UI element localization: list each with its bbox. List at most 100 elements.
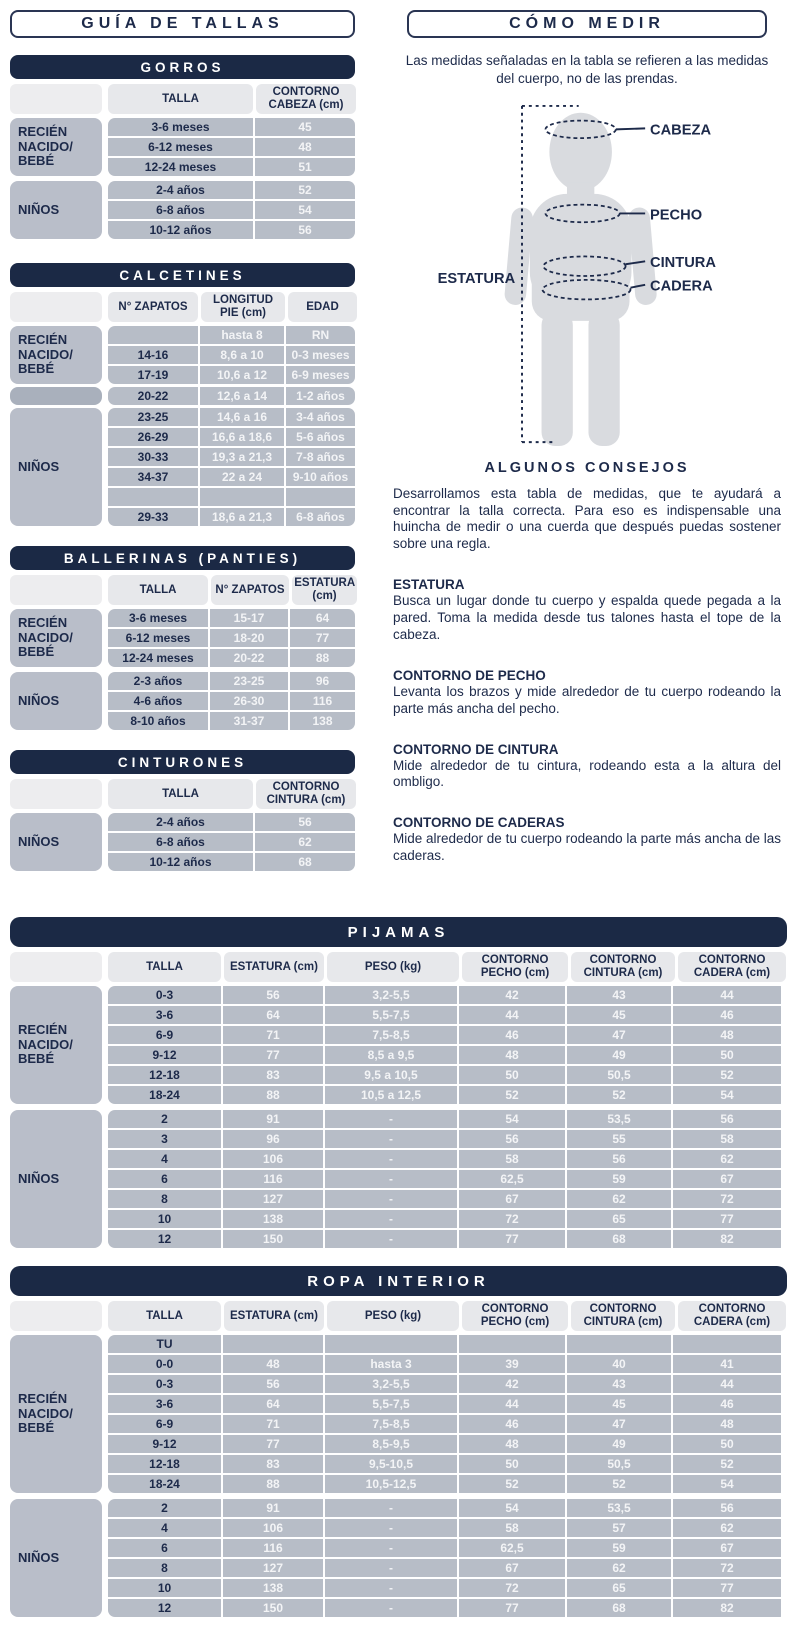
column-header: CONTORNO CINTURA (cm) (571, 952, 675, 982)
advice-body: Mide alrededor de tu cuerpo rodeando la … (393, 831, 781, 864)
table-cell: 49 (567, 1046, 671, 1064)
table-ballerinas: BALLERINAS (PANTIES) TALLA N° ZAPATOS ESTAT… (10, 546, 357, 730)
section-header-ropa-interior: ROPA INTERIOR (10, 1266, 787, 1296)
table-cell: 47 (567, 1415, 671, 1433)
table-cell: 72 (673, 1190, 781, 1208)
header-grid: TALLA ESTATURA (cm) PESO (kg) CONTORNO PECH… (108, 1301, 787, 1331)
table-cell: 65 (567, 1579, 671, 1597)
column-header: CONTORNO CADERA (cm) (678, 1301, 786, 1331)
table-cell (459, 1335, 565, 1353)
table-cell: 48 (673, 1026, 781, 1044)
table-cell (673, 1335, 781, 1353)
table-cell: 9,5 a 10,5 (325, 1066, 457, 1084)
table-cell: 6 (108, 1170, 221, 1188)
column-header: ESTATURA (cm) (224, 952, 324, 982)
table-cell: 0-3 (108, 986, 221, 1004)
table-cell: 18-24 (108, 1475, 221, 1493)
row-group-rows: 3-6 meses 45 6-12 meses 48 12-24 meses 51 (108, 118, 355, 176)
row-group-rows: TU 0-0 48 hasta 3 39 40 41 0-3 56 3,2-5,5 42 43 44 3-… (108, 1335, 787, 1493)
table-cell: 6-8 años (108, 833, 253, 851)
table-cell: 8,6 a 10 (200, 346, 284, 364)
table-cell: 12-18 (108, 1066, 221, 1084)
big-tables-mount: PIJAMAS TALLA ESTATURA (cm) PESO (kg) CONTOR… (10, 917, 787, 1617)
table-header-row: TALLA ESTATURA (cm) PESO (kg) CONTORNO PECH… (10, 952, 787, 982)
table-cell: 0-3 (108, 1375, 221, 1393)
table-cell: 0-3 meses (286, 346, 355, 364)
table-cell: 39 (459, 1355, 565, 1373)
table-cell: 44 (673, 986, 781, 1004)
table-cell: 71 (223, 1026, 323, 1044)
table-cell: 46 (673, 1395, 781, 1413)
table-cell: 18-20 (210, 629, 288, 647)
row-group: RECIÉN NACIDO/ BEBÉ hasta 8 RN 14-16 8,6 a 1… (10, 326, 355, 384)
table-cell: 31-37 (210, 712, 288, 730)
row-group-label: RECIÉN NACIDO/ BEBÉ (10, 118, 102, 176)
table-cell: 12-18 (108, 1455, 221, 1473)
row-group-label: NIÑOS (10, 672, 102, 730)
top-section: GUÍA DE TALLAS GORROS TALLA CONTORNO CABEZ… (10, 10, 790, 905)
table-cell: 50 (673, 1046, 781, 1064)
table-cell: 42 (459, 986, 565, 1004)
column-header: CONTORNO CABEZA (cm) (256, 84, 356, 114)
table-cell: 51 (255, 158, 355, 176)
table-cell: 62,5 (459, 1539, 565, 1557)
table-cell: 4 (108, 1150, 221, 1168)
row-group-label: RECIÉN NACIDO/ BEBÉ (10, 986, 102, 1104)
table-cell: 8-10 años (108, 712, 208, 730)
table-cell: 0-0 (108, 1355, 221, 1373)
table-cell: 2-4 años (108, 813, 253, 831)
table-pijamas: PIJAMAS TALLA ESTATURA (cm) PESO (kg) CONTOR… (10, 917, 787, 1248)
table-cell: 138 (223, 1579, 323, 1597)
table-cell: 2-3 años (108, 672, 208, 690)
table-ropa-interior: ROPA INTERIOR TALLA ESTATURA (cm) PESO (kg)… (10, 1266, 787, 1617)
advice-section-estatura: ESTATURA Busca un lugar donde tu cuerpo … (393, 577, 781, 644)
column-header: TALLA (108, 84, 253, 114)
small-tables-mount: GORROS TALLA CONTORNO CABEZA (cm) RECIÉN NA… (10, 55, 357, 871)
table-cell: - (325, 1130, 457, 1148)
table-cell: 2-4 años (108, 181, 253, 199)
table-cell: 9,5-10,5 (325, 1455, 457, 1473)
table-cell: 59 (567, 1539, 671, 1557)
row-group-rows: 2 91-54 53,5 56 4 106-58 57 62 6 116-62,5 59 67 8 127… (108, 1499, 787, 1617)
table-cell: 77 (290, 629, 355, 647)
table-cell: 54 (673, 1475, 781, 1493)
column-header: TALLA (108, 1301, 221, 1331)
table-cell: 62 (673, 1150, 781, 1168)
table-cell: 88 (223, 1475, 323, 1493)
table-cell: 9-12 (108, 1435, 221, 1453)
advice-body: Mide alrededor de tu cintura, rodeando e… (393, 757, 781, 790)
table-cell: 44 (673, 1375, 781, 1393)
table-cell: 83 (223, 1455, 323, 1473)
section-header-ballerinas: BALLERINAS (PANTIES) (10, 546, 355, 570)
column-header: N° ZAPATOS (108, 292, 198, 322)
table-cell: 106 (223, 1150, 323, 1168)
table-cell: TU (108, 1335, 221, 1353)
table-cell: 48 (673, 1415, 781, 1433)
advice-section-cintura: CONTORNO DE CINTURA Mide alrededor de tu… (393, 742, 781, 792)
table-cell: 14-16 (108, 346, 198, 364)
table-cell: 52 (459, 1086, 565, 1104)
table-cell: 43 (567, 986, 671, 1004)
table-cell: 48 (255, 138, 355, 156)
table-cell: 48 (459, 1046, 565, 1064)
table-cell: 20-22 (108, 387, 198, 405)
corner-cell (10, 952, 102, 982)
table-cell: 83 (223, 1066, 323, 1084)
table-cell: 116 (290, 692, 355, 710)
size-tables-column: GUÍA DE TALLAS GORROS TALLA CONTORNO CABEZ… (10, 10, 357, 905)
table-cell: 7,5-8,5 (325, 1415, 457, 1433)
table-cell: 68 (567, 1599, 671, 1617)
table-cell: 57 (567, 1519, 671, 1537)
advice-heading: ESTATURA (393, 577, 465, 593)
table-cell: 88 (290, 649, 355, 667)
header-grid: TALLA CONTORNO CABEZA (cm) (108, 84, 356, 114)
table-cell: 5-6 años (286, 428, 355, 446)
row-group-label: NIÑOS (10, 1110, 102, 1248)
table-cell: 50 (459, 1455, 565, 1473)
table-cell: 44 (459, 1006, 565, 1024)
column-header: CONTORNO PECHO (cm) (462, 952, 568, 982)
table-cell: 56 (567, 1150, 671, 1168)
table-cell: 50 (673, 1435, 781, 1453)
table-cell: 22 a 24 (200, 468, 284, 486)
table-cell: 47 (567, 1026, 671, 1044)
